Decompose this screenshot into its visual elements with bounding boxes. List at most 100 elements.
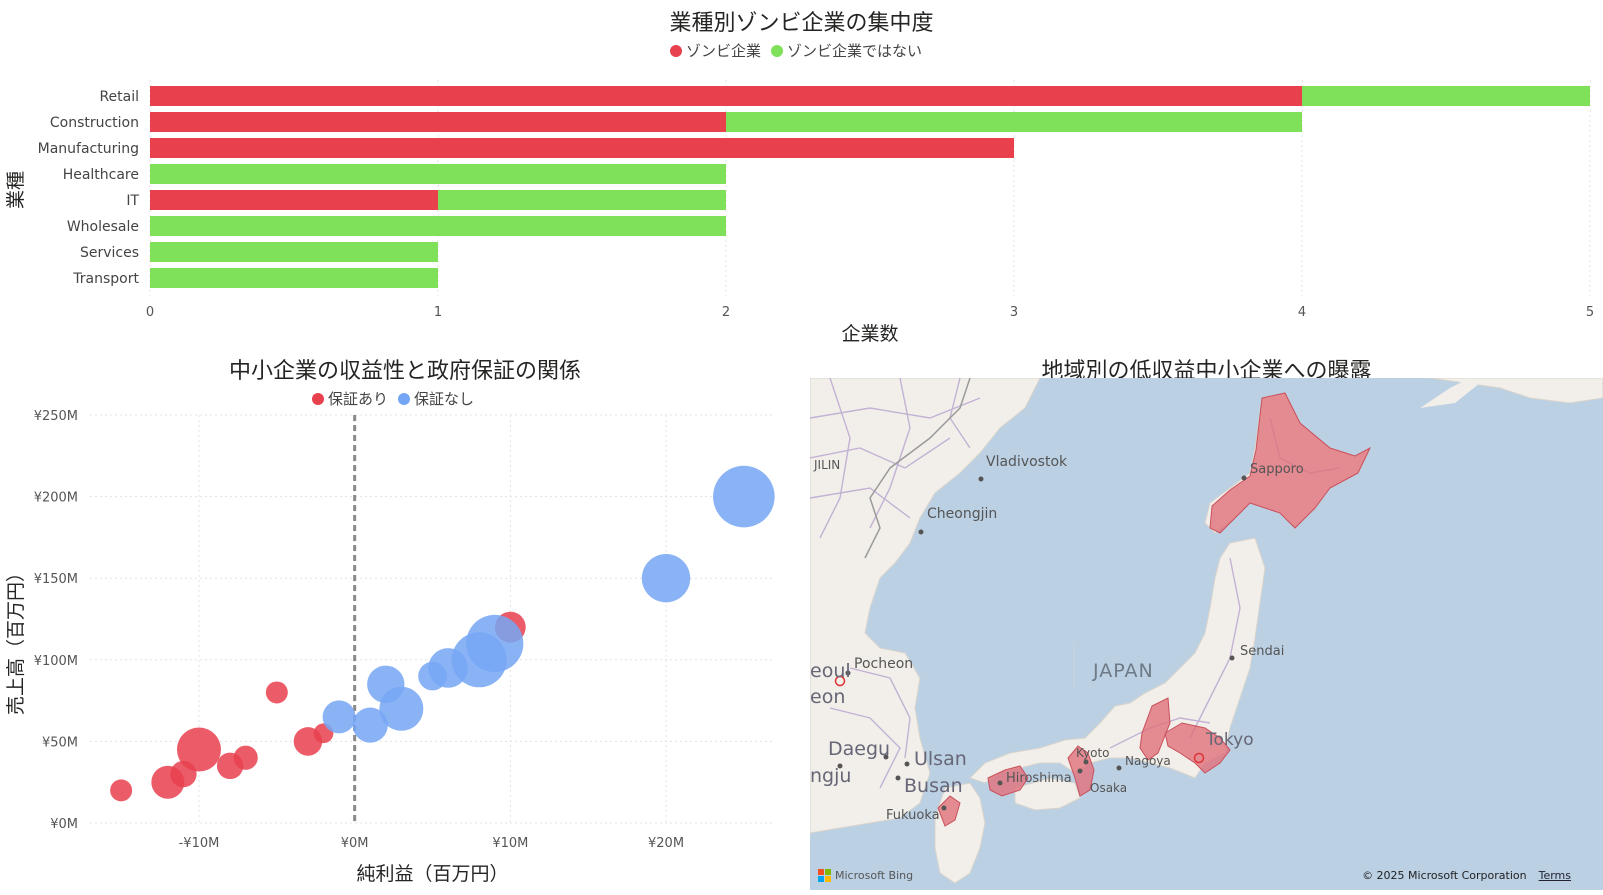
city-dot-fukuoka <box>941 805 947 811</box>
region-tokyo[interactable] <box>1164 722 1231 774</box>
bar-y-axis-label: 業種 <box>5 171 27 209</box>
map-label-jilin: JILIN <box>814 458 841 472</box>
scatter-chart: ¥0M ¥50M ¥100M ¥150M ¥200M ¥250M -¥10M ¥0M ¥10M ¥… <box>5 409 775 885</box>
scatter-chart-legend: 保証あり 保証なし <box>312 388 474 409</box>
map-label-busan: Busan <box>904 775 963 797</box>
bar-segment[interactable] <box>150 86 1302 106</box>
scatter-x-axis-label: 純利益（百万円） <box>356 863 508 885</box>
bar-category-label: Services <box>80 245 139 261</box>
legend-dot-not-zombie <box>771 44 784 57</box>
scatter-y-tick-label: ¥50M <box>42 735 78 750</box>
scatter-bubble[interactable] <box>713 465 775 528</box>
scatter-y-tick-label: ¥200M <box>34 491 78 506</box>
bar-x-axis-label: 企業数 <box>841 323 898 345</box>
scatter-bubble[interactable] <box>110 779 133 802</box>
highlighted-regions <box>937 392 1372 827</box>
bar-segment[interactable] <box>150 164 726 184</box>
map-label-tokyo: Tokyo <box>1206 730 1254 750</box>
russia-landmass <box>1429 378 1603 404</box>
city-dot-daegu <box>883 754 889 760</box>
map-label-vladivostok: Vladivostok <box>986 454 1068 470</box>
legend-item-guaranteed[interactable]: 保証あり <box>312 388 388 409</box>
map-label-sendai: Sendai <box>1240 644 1285 659</box>
legend-label-zombie: ゾンビ企業 <box>686 42 762 60</box>
bar-segment[interactable] <box>438 190 726 210</box>
map-label-incheon: eon <box>810 686 846 708</box>
bar-segment[interactable] <box>1302 86 1590 106</box>
region-chubu[interactable] <box>1139 697 1171 761</box>
bar-x-tick-label: 3 <box>1010 305 1018 320</box>
city-dot-busan <box>895 775 901 781</box>
scatter-chart-title: 中小企業の収益性と政府保証の関係 <box>228 359 581 384</box>
legend-item-zombie[interactable]: ゾンビ企業 <box>670 40 761 61</box>
map-label-daegu: Daegu <box>828 738 891 760</box>
bar-segment[interactable] <box>150 242 438 262</box>
bar-category-label: Retail <box>99 89 139 105</box>
bar-segment[interactable] <box>150 190 438 210</box>
city-dot-sendai <box>1229 655 1235 661</box>
map-label-hiroshima: Hiroshima <box>1006 771 1072 786</box>
map-panel[interactable]: JILIN Vladivostok Cheongjin Sapporo JAPA… <box>810 378 1603 890</box>
map-label-ulsan: Ulsan <box>914 748 967 770</box>
bar-chart: 0 1 2 3 4 5 Retail Construction Manufacturing Hea… <box>5 80 1594 345</box>
bar-segment[interactable] <box>150 112 726 132</box>
scatter-x-tick-label: -¥10M <box>179 836 220 851</box>
bar-x-tick-label: 1 <box>434 305 442 320</box>
city-dot-cheongjin <box>918 529 924 535</box>
map-label-japan: JAPAN <box>1093 660 1154 682</box>
scatter-y-tick-label: ¥250M <box>34 409 78 424</box>
scatter-x-tick-label: ¥10M <box>492 836 528 851</box>
scatter-bubble[interactable] <box>466 614 524 673</box>
scatter-y-tick-label: ¥100M <box>34 654 78 669</box>
bar-x-tick-label: 0 <box>146 305 154 320</box>
region-hokkaido[interactable] <box>1209 392 1372 534</box>
bar-x-tick-label: 5 <box>1586 305 1594 320</box>
capital-marker-seoul <box>834 675 846 687</box>
bing-logo[interactable]: Microsoft Bing <box>818 869 913 882</box>
map-label-fukuoka: Fukuoka <box>886 808 940 823</box>
legend-item-not-guaranteed[interactable]: 保証なし <box>398 388 474 409</box>
kyushu-landmass <box>934 782 986 884</box>
bar-x-tick-label: 2 <box>722 305 730 320</box>
legend-dot-not-guaranteed <box>398 392 411 405</box>
region-fukuoka[interactable] <box>937 795 961 827</box>
bar-category-label: IT <box>126 193 139 209</box>
bar-segment[interactable] <box>150 216 726 236</box>
region-hiroshima[interactable] <box>987 765 1029 797</box>
map-label-osaka: Osaka <box>1090 781 1128 795</box>
bar-x-tick-label: 4 <box>1298 305 1306 320</box>
scatter-bubble[interactable] <box>265 681 288 704</box>
legend-label-guaranteed: 保証あり <box>328 390 389 408</box>
scatter-bubble[interactable] <box>233 745 258 770</box>
scatter-bubble[interactable] <box>379 686 424 731</box>
city-dot-pocheon <box>845 670 851 676</box>
scatter-bubble[interactable] <box>322 700 356 734</box>
scatter-x-tick-label: ¥20M <box>648 836 684 851</box>
terms-link[interactable]: Terms <box>1538 869 1571 882</box>
scatter-bubble[interactable] <box>176 727 221 772</box>
mainland-landmass <box>810 378 1041 834</box>
map-label-sapporo: Sapporo <box>1250 462 1304 477</box>
shikoku-landmass <box>1014 777 1081 811</box>
map-label-jeonju: ngju <box>810 765 852 787</box>
scatter-bubble[interactable] <box>352 707 388 743</box>
bar-segment[interactable] <box>726 112 1302 132</box>
legend-item-not-zombie[interactable]: ゾンビ企業ではない <box>771 40 922 61</box>
copyright-text: © 2025 Microsoft Corporation <box>1362 869 1527 882</box>
bar-chart-title: 業種別ゾンビ企業の集中度 <box>669 11 934 36</box>
city-dot-jeonju <box>837 763 843 769</box>
city-dot-kyoto <box>1083 759 1089 765</box>
city-dot-vladivostok <box>978 476 984 482</box>
scatter-bubble[interactable] <box>641 554 691 603</box>
map-base <box>810 378 1603 884</box>
bar-category-label: Construction <box>50 115 139 131</box>
microsoft-logo-icon <box>818 869 831 882</box>
bar-segment[interactable] <box>150 138 1014 158</box>
map-label-nagoya: Nagoya <box>1125 754 1171 768</box>
border-line <box>864 378 971 559</box>
map-label-kyoto: Kyoto <box>1076 746 1110 760</box>
bar-chart-legend: ゾンビ企業 ゾンビ企業ではない <box>670 40 922 61</box>
island-small <box>1420 378 1480 408</box>
map-copyright: © 2025 Microsoft Corporation Terms <box>1362 869 1571 882</box>
bar-segment[interactable] <box>150 268 438 288</box>
